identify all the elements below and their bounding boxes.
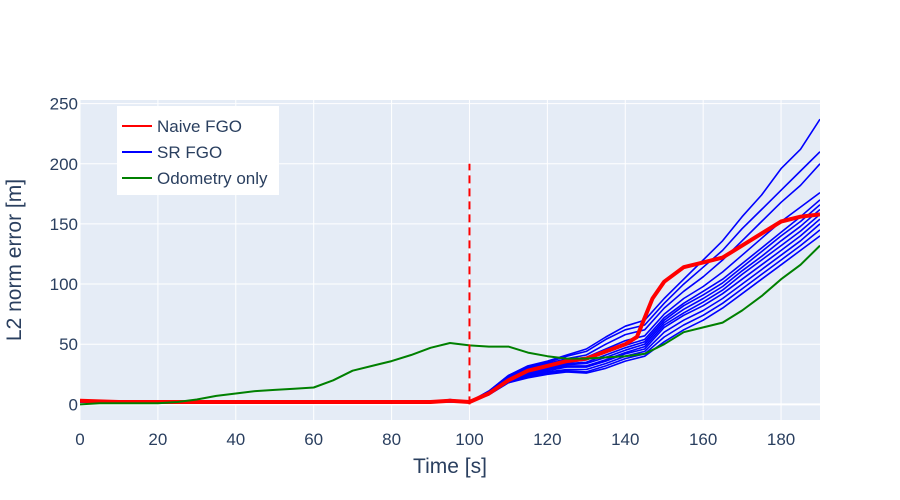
series-layer bbox=[80, 118, 820, 406]
x-tick-label: 0 bbox=[75, 430, 84, 449]
grid-lines bbox=[79, 100, 820, 420]
y-tick-label: 150 bbox=[50, 215, 78, 234]
y-tick-label: 50 bbox=[59, 335, 78, 354]
tick-labels: 0 20 40 60 80 100 120 140 160 180 0 50 100 150 200 250 bbox=[50, 95, 796, 449]
x-tick-label: 80 bbox=[382, 430, 401, 449]
legend-box bbox=[117, 106, 279, 195]
x-tick-label: 120 bbox=[533, 430, 561, 449]
x-tick-label: 20 bbox=[148, 430, 167, 449]
legend: Naive FGO SR FGO Odometry only bbox=[117, 106, 279, 195]
y-tick-label: 200 bbox=[50, 155, 78, 174]
x-tick-label: 100 bbox=[455, 430, 483, 449]
odometry-only-line bbox=[80, 244, 820, 406]
legend-label-sr-fgo: SR FGO bbox=[157, 143, 222, 162]
y-tick-label: 250 bbox=[50, 95, 78, 114]
y-tick-label: 100 bbox=[50, 275, 78, 294]
legend-label-odometry-only: Odometry only bbox=[157, 169, 268, 188]
x-tick-label: 160 bbox=[689, 430, 717, 449]
x-axis-title: Time [s] bbox=[413, 455, 487, 478]
y-tick-label: 0 bbox=[69, 395, 78, 414]
legend-label-naive-fgo: Naive FGO bbox=[157, 117, 242, 136]
naive-fgo-line bbox=[80, 212, 820, 404]
x-tick-label: 60 bbox=[304, 430, 323, 449]
x-tick-label: 40 bbox=[226, 430, 245, 449]
x-tick-label: 180 bbox=[767, 430, 795, 449]
y-axis-title: L2 norm error [m] bbox=[3, 179, 26, 341]
x-tick-label: 140 bbox=[611, 430, 639, 449]
